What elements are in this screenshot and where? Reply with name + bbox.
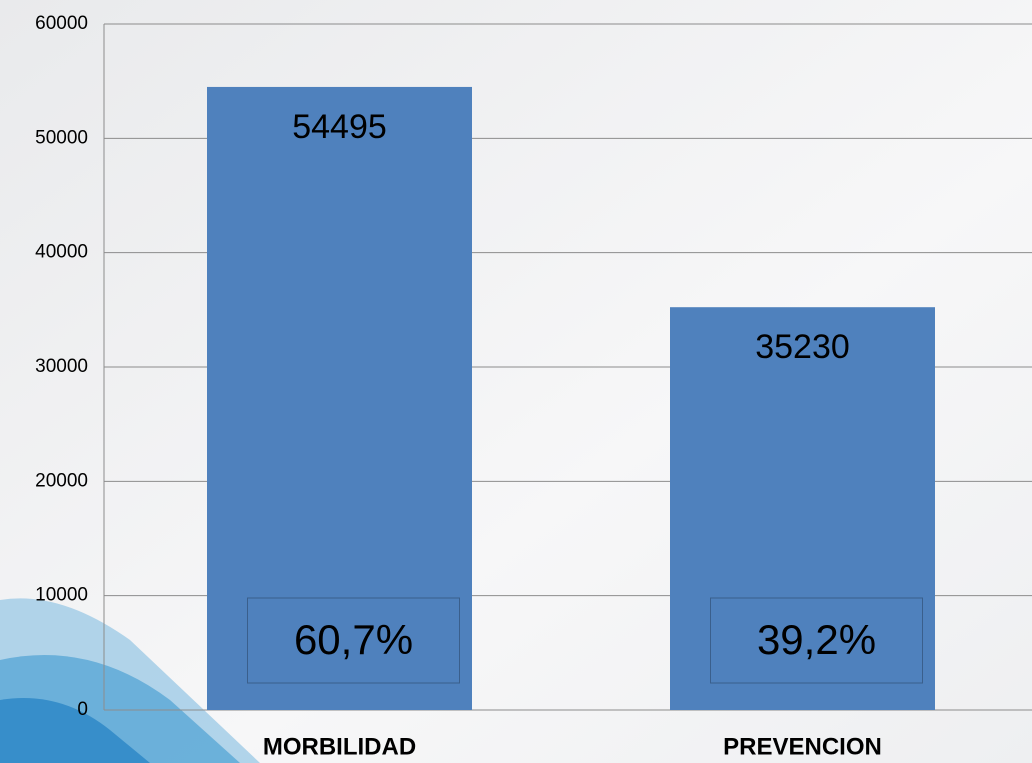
bar — [207, 86, 472, 711]
annotation: 60,7% — [294, 616, 413, 663]
value-label: 35230 — [755, 328, 850, 366]
y-tick-label: 40000 — [35, 242, 88, 263]
y-tick-label: 60000 — [35, 13, 88, 34]
y-tick-label: 0 — [77, 699, 88, 720]
x-tick-label: PREVENCION — [723, 733, 882, 760]
y-tick-label: 30000 — [35, 356, 88, 377]
x-tick-label: MORBILIDAD — [263, 733, 416, 760]
y-tick-label: 20000 — [35, 470, 88, 491]
value-label: 54495 — [292, 108, 387, 146]
annotation: 39,2% — [757, 616, 876, 663]
y-tick-label: 10000 — [35, 585, 88, 606]
y-tick-label: 50000 — [35, 127, 88, 148]
decoration — [0, 598, 260, 763]
annotation-box — [247, 597, 460, 684]
annotation-box — [710, 597, 923, 684]
bar — [670, 307, 935, 710]
